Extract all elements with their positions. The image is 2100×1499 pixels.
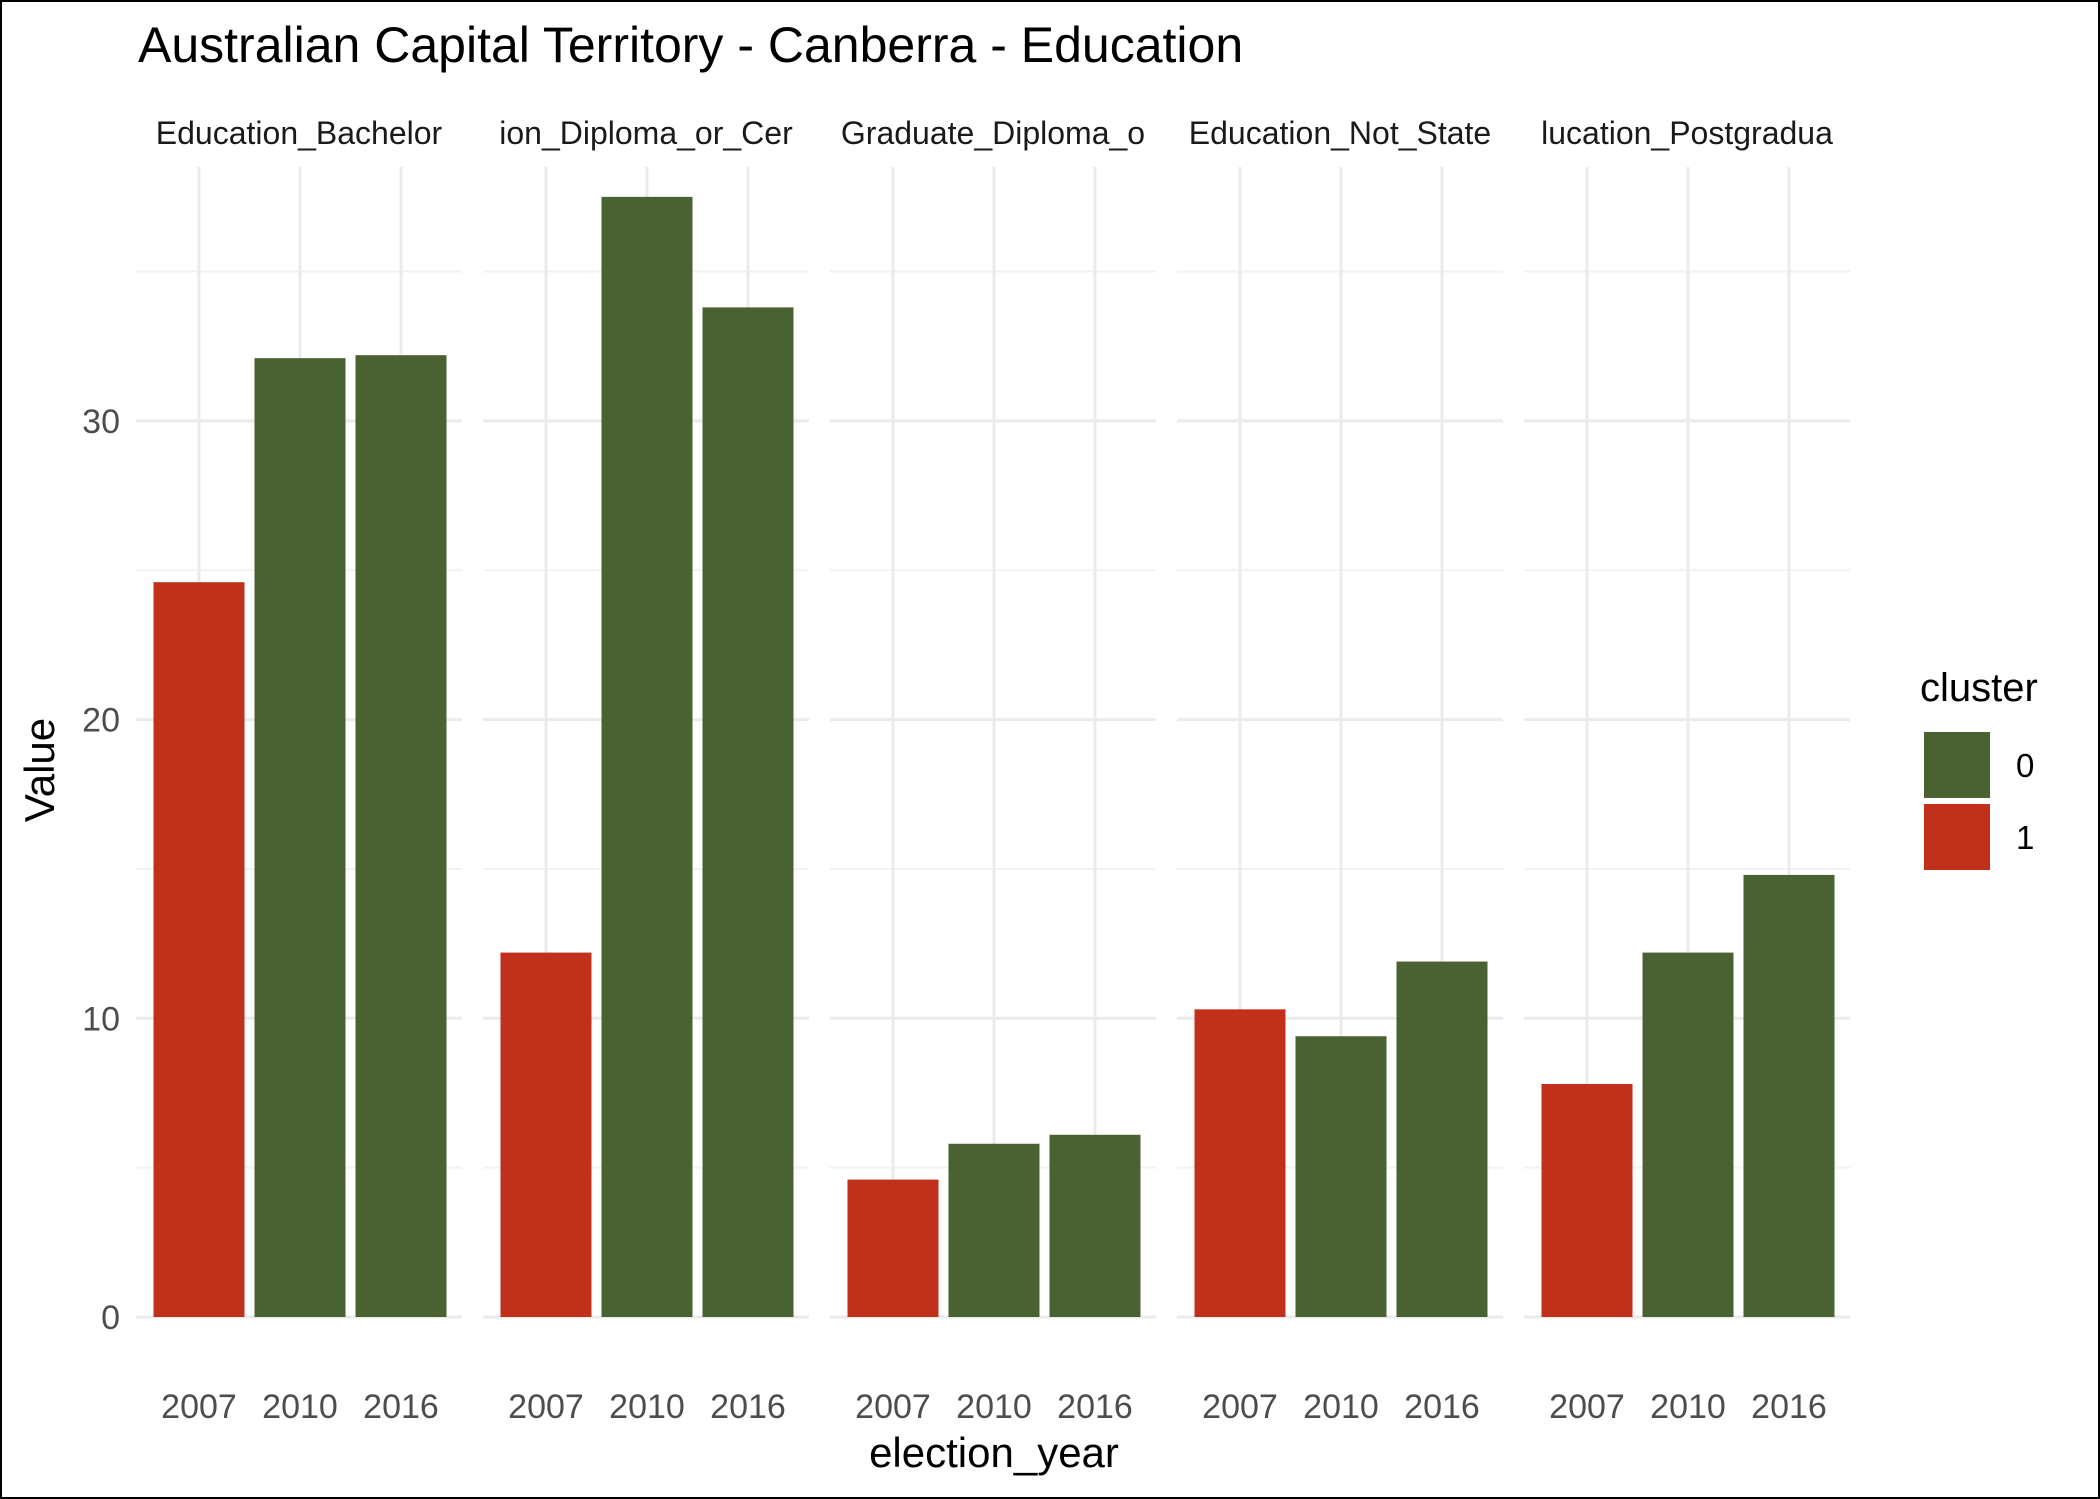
x-tick-label: 2016 (1057, 1388, 1133, 1426)
x-axis-title: election_year (869, 1429, 1119, 1476)
x-tick-label: 2010 (1303, 1388, 1379, 1426)
facet-strip-label: Education_Bachelor (156, 115, 443, 151)
facet-strip-label: lucation_Postgradua (1541, 115, 1833, 151)
x-tick-label: 2010 (956, 1388, 1032, 1426)
x-tick-label: 2010 (262, 1388, 338, 1426)
facet-strip-label: Education_Not_State (1189, 115, 1491, 151)
bar-2010 (254, 358, 346, 1317)
bar-2007 (500, 952, 592, 1317)
legend-label: 1 (2016, 819, 2034, 856)
facet-panel-4: Education_Not_State 2007 2010 2016 (1177, 115, 1503, 1426)
bar-2010 (1295, 1036, 1387, 1317)
x-tick-label: 2007 (855, 1388, 931, 1426)
x-tick-label: 2007 (508, 1388, 584, 1426)
x-tick-label: 2010 (609, 1388, 685, 1426)
x-tick-label: 2016 (1404, 1388, 1480, 1426)
facet-strip-label: Graduate_Diploma_o (841, 115, 1145, 151)
bar-2007 (1541, 1084, 1633, 1317)
chart-title: Australian Capital Territory - Canberra … (138, 17, 1243, 73)
y-axis-title: Value (16, 718, 63, 822)
bar-2016 (1396, 961, 1488, 1317)
bar-2007 (1194, 1009, 1286, 1317)
legend: cluster 0 1 (1920, 666, 2038, 870)
facet-strip-label: ion_Diploma_or_Cer (499, 115, 793, 151)
bar-2016 (355, 355, 447, 1317)
y-tick-label: 20 (82, 702, 120, 740)
bar-2016 (1049, 1134, 1141, 1317)
bar-2016 (702, 307, 794, 1317)
x-tick-label: 2007 (1549, 1388, 1625, 1426)
y-tick-label: 30 (82, 403, 120, 441)
bar-2016 (1743, 874, 1835, 1317)
y-tick-label: 0 (101, 1299, 120, 1337)
facet-panel-3: Graduate_Diploma_o 2007 2010 2016 (830, 115, 1156, 1426)
facet-panel-2: ion_Diploma_or_Cer 2007 2010 2016 (483, 115, 809, 1426)
x-tick-label: 2007 (1202, 1388, 1278, 1426)
bar-2010 (601, 196, 693, 1318)
x-tick-label: 2007 (161, 1388, 237, 1426)
bar-2010 (1642, 952, 1734, 1317)
x-tick-label: 2016 (363, 1388, 439, 1426)
legend-key-0 (1924, 732, 1990, 798)
y-tick-label: 10 (82, 1000, 120, 1038)
x-tick-label: 2016 (710, 1388, 786, 1426)
facet-panel-5: lucation_Postgradua 2007 2010 2016 (1524, 115, 1850, 1426)
x-tick-label: 2016 (1751, 1388, 1827, 1426)
bar-2010 (948, 1143, 1040, 1317)
x-tick-label: 2010 (1650, 1388, 1726, 1426)
bar-2007 (847, 1179, 939, 1317)
legend-key-1 (1924, 804, 1990, 870)
bar-2007 (153, 582, 245, 1317)
legend-label: 0 (2016, 747, 2034, 784)
facet-panel-1: Education_Bachelor 2007 2010 2016 (136, 115, 462, 1426)
legend-title: cluster (1920, 666, 2038, 710)
y-axis: 0 10 20 30 (82, 403, 120, 1337)
